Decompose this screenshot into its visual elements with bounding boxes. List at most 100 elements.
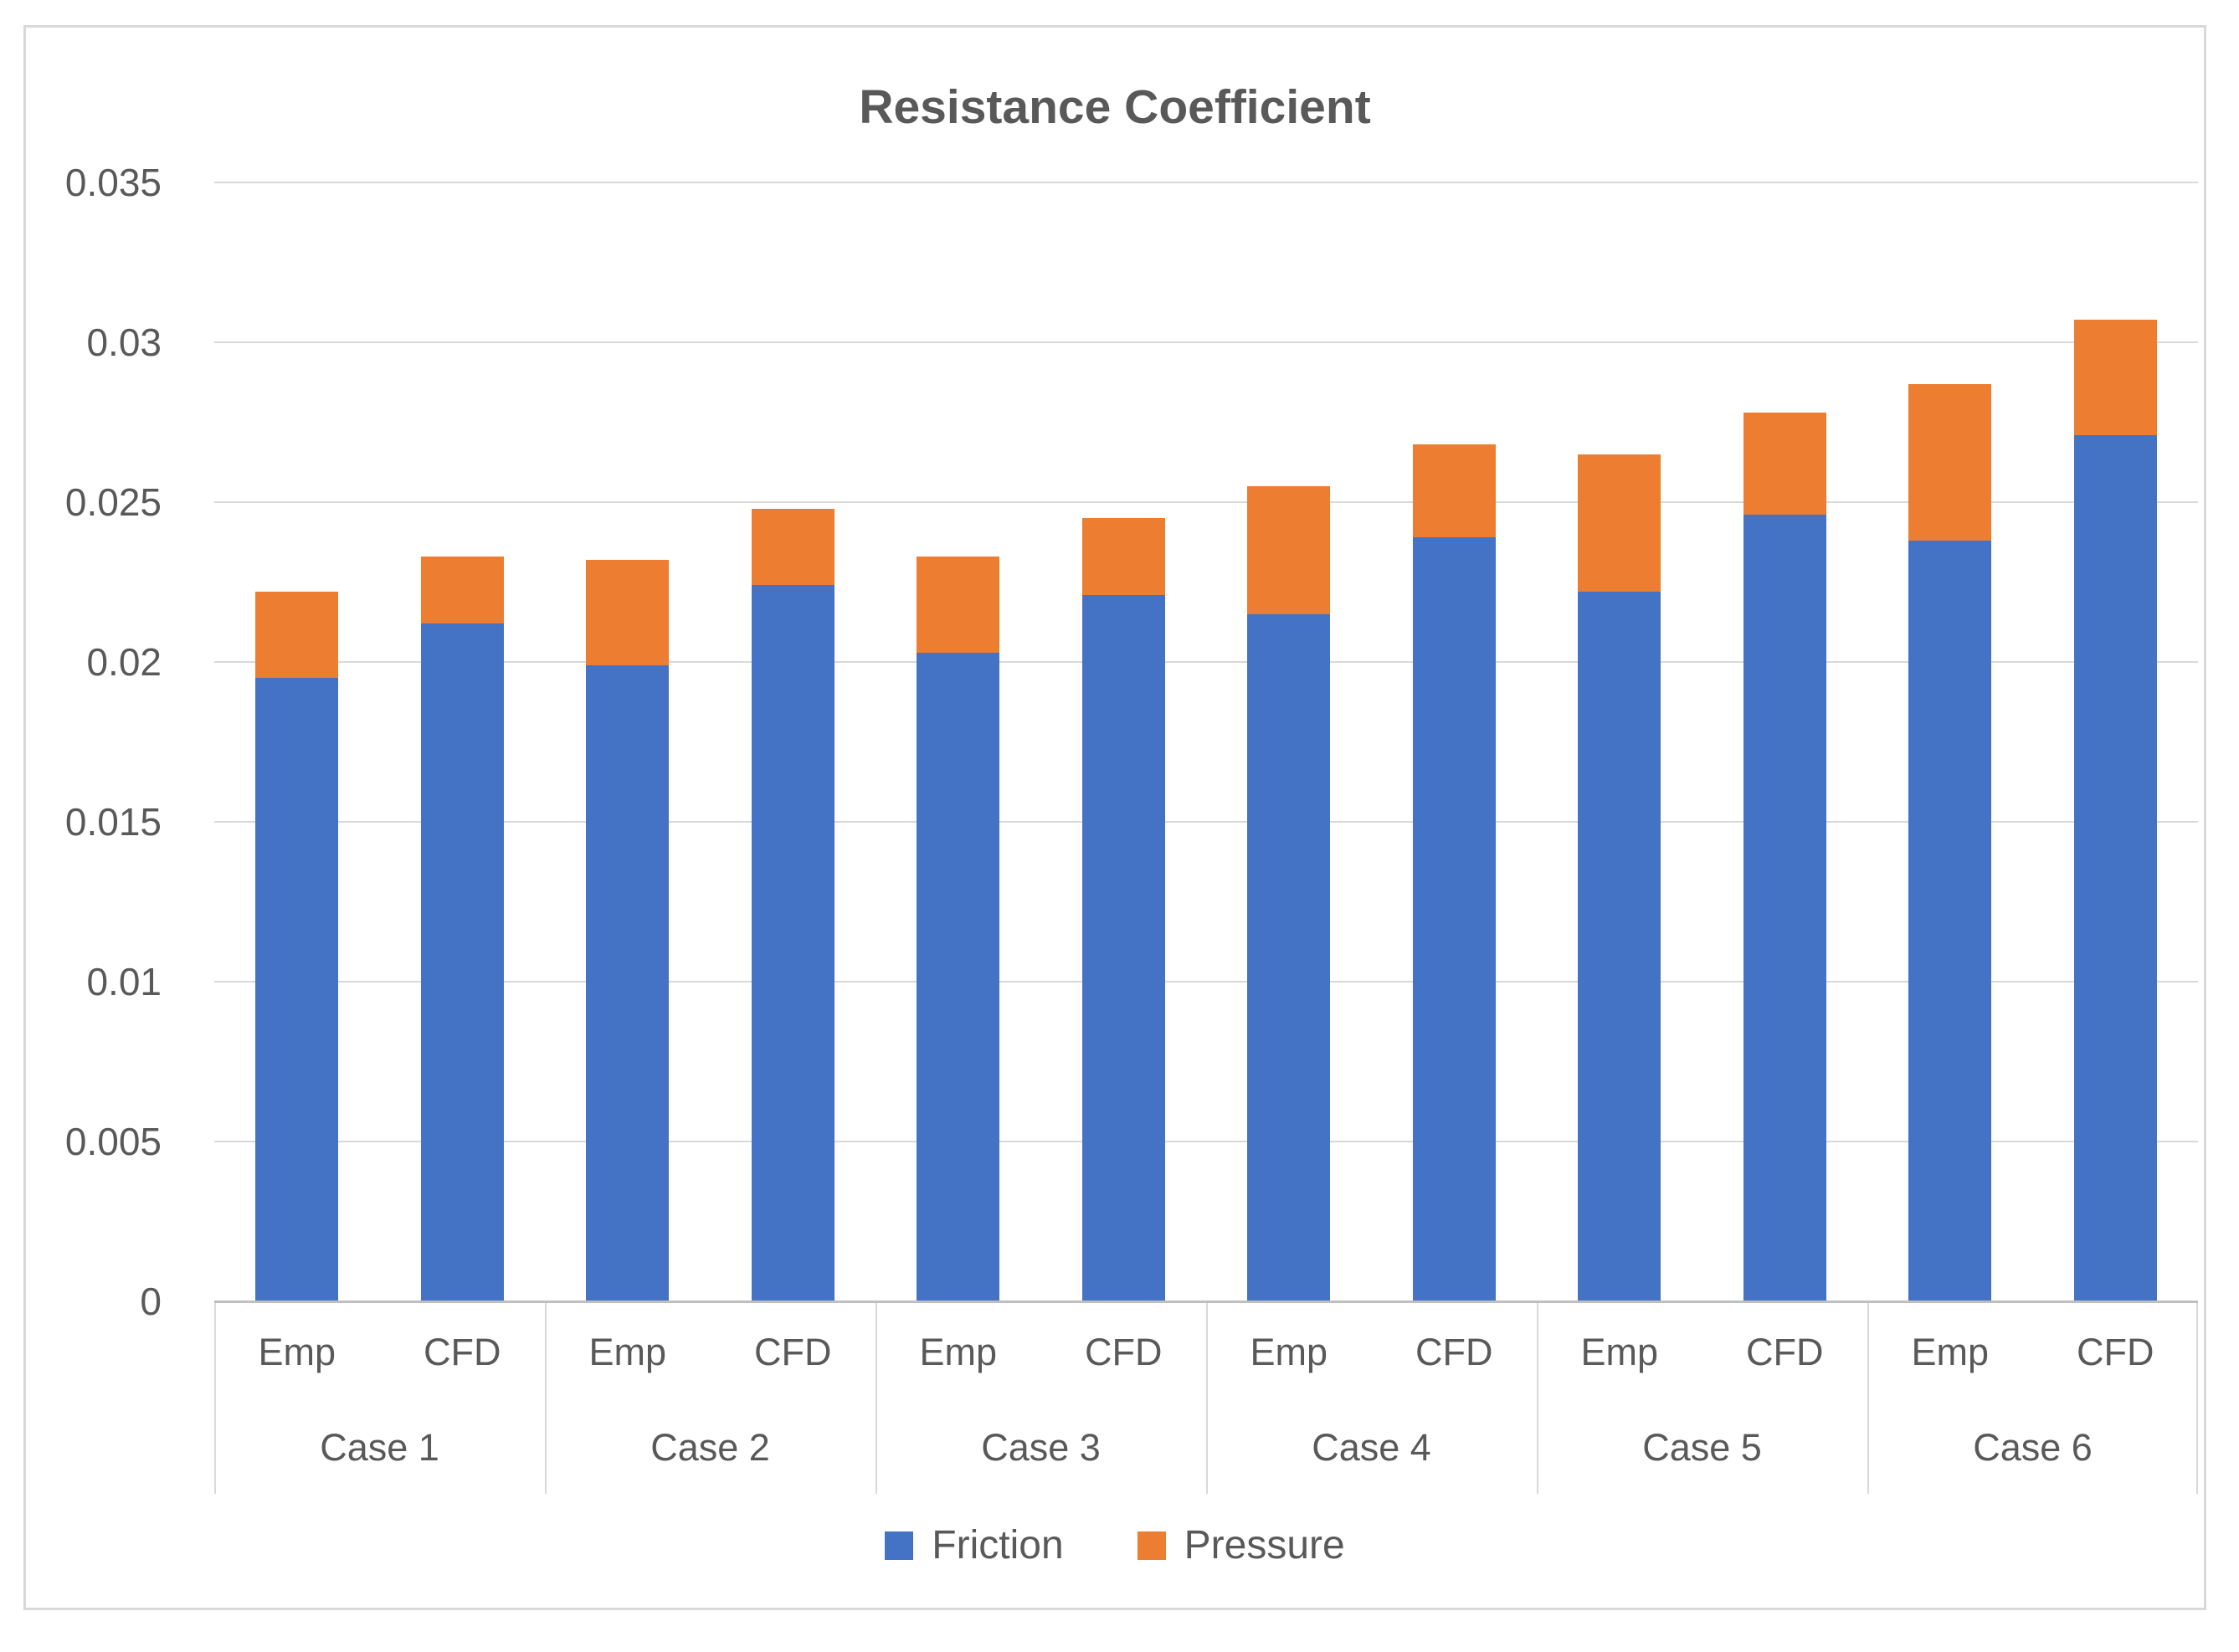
category-separator-6 <box>2196 1303 2198 1494</box>
bar-case-5-cfd-friction-segment <box>1743 515 1826 1301</box>
bar-slot-case-3-cfd <box>1041 182 1207 1301</box>
chart-canvas: Resistance Coefficient 0.035 0.03 0.025 0.0… <box>23 25 2206 1610</box>
xlabel-cfd-case-4: CFD <box>1415 1331 1493 1373</box>
xlabel-case-2: Case 2 <box>650 1426 770 1469</box>
bar-case-5-emp-pressure-segment <box>1578 454 1661 592</box>
bars-row <box>214 182 2198 1301</box>
bar-case-3-cfd <box>1081 518 1165 1301</box>
xlabel-case-1: Case 1 <box>320 1426 439 1469</box>
bar-case-4-emp-friction-segment <box>1247 613 1331 1301</box>
category-separator-0 <box>214 1303 216 1494</box>
bar-case-6-emp-friction-segment <box>1908 540 1992 1301</box>
category-axis: Emp CFD Emp CFD Emp CFD Emp CFD Emp CFD Emp CFD Cas… <box>214 1303 2198 1494</box>
category-separator-4 <box>1537 1303 1538 1494</box>
bar-case-1-emp-pressure-segment <box>255 591 339 679</box>
bar-case-2-cfd-friction-segment <box>751 585 834 1301</box>
bar-slot-case-1-emp <box>214 182 380 1301</box>
ytick-label-0.035: 0.035 <box>64 161 162 204</box>
xlabel-cfd-case-5: CFD <box>1746 1331 1824 1373</box>
xlabel-emp-case-6: Emp <box>1911 1331 1990 1373</box>
bar-case-6-cfd <box>2073 320 2157 1301</box>
xlabel-cfd-case-3: CFD <box>1085 1331 1163 1373</box>
bar-case-3-cfd-pressure-segment <box>1081 518 1165 595</box>
bar-case-3-emp-friction-segment <box>917 652 1000 1301</box>
bar-case-2-emp-friction-segment <box>586 664 670 1301</box>
chart-title: Resistance Coefficient <box>859 80 1371 134</box>
bar-case-5-cfd <box>1743 413 1826 1301</box>
bar-case-1-cfd <box>420 556 504 1301</box>
ytick-label-0.025: 0.025 <box>64 480 162 524</box>
bar-slot-case-6-cfd <box>2033 182 2199 1301</box>
legend-item-pressure: Pressure <box>1137 1526 1345 1566</box>
xlabel-emp-case-1: Emp <box>258 1331 336 1373</box>
xlabel-emp-case-2: Emp <box>588 1331 667 1373</box>
bar-case-1-emp <box>255 591 339 1301</box>
bar-case-1-cfd-pressure-segment <box>420 556 504 624</box>
ytick-label-0.005: 0.005 <box>64 1120 162 1163</box>
bar-case-4-cfd-pressure-segment <box>1412 444 1496 538</box>
legend-label-friction: Friction <box>932 1523 1064 1567</box>
bar-case-6-emp-pressure-segment <box>1908 383 1992 541</box>
bar-case-3-emp-pressure-segment <box>917 556 1000 653</box>
xlabel-emp-case-3: Emp <box>919 1331 998 1373</box>
bar-case-1-emp-friction-segment <box>255 678 339 1301</box>
gridline-0.015 <box>214 821 2198 823</box>
ytick-label-0: 0 <box>140 1280 162 1323</box>
bar-slot-case-6-emp <box>1867 182 2033 1301</box>
category-separator-3 <box>1206 1303 1208 1494</box>
xlabel-cfd-case-6: CFD <box>2077 1331 2154 1373</box>
xlabel-case-5: Case 5 <box>1642 1426 1762 1469</box>
subcategory-label-row: Emp CFD Emp CFD Emp CFD Emp CFD Emp CFD Emp CFD <box>214 1303 2198 1402</box>
bar-case-4-emp <box>1247 485 1331 1301</box>
pressure-swatch-icon <box>1137 1531 1166 1560</box>
bar-case-5-cfd-pressure-segment <box>1743 413 1826 516</box>
ytick-label-0.03: 0.03 <box>86 321 162 364</box>
bar-case-4-cfd-friction-segment <box>1412 537 1496 1301</box>
category-separator-5 <box>1867 1303 1869 1494</box>
ytick-label-0.015: 0.015 <box>64 800 162 844</box>
category-separator-2 <box>876 1303 877 1494</box>
bar-case-5-emp-friction-segment <box>1578 591 1661 1301</box>
bar-slot-case-2-cfd <box>711 182 876 1301</box>
legend: Friction Pressure <box>26 1526 2204 1566</box>
bar-slot-case-5-emp <box>1537 182 1702 1301</box>
bar-case-2-emp-pressure-segment <box>586 559 670 665</box>
ytick-label-0.02: 0.02 <box>86 640 162 684</box>
bar-slot-case-5-cfd <box>1702 182 1868 1301</box>
bar-case-6-cfd-friction-segment <box>2073 434 2157 1301</box>
legend-item-friction: Friction <box>885 1523 1064 1567</box>
bar-case-4-cfd <box>1412 444 1496 1301</box>
gridline-0.025 <box>214 501 2198 503</box>
gridline-0.035 <box>214 182 2198 183</box>
bar-case-5-emp <box>1578 454 1661 1301</box>
bar-case-3-cfd-friction-segment <box>1081 594 1165 1301</box>
xlabel-emp-case-5: Emp <box>1580 1331 1659 1373</box>
xlabel-case-6: Case 6 <box>1973 1426 2093 1469</box>
gridline-0.005 <box>214 1141 2198 1142</box>
gridline-0.01 <box>214 981 2198 982</box>
ytick-label-0.01: 0.01 <box>86 960 162 1003</box>
xlabel-emp-case-4: Emp <box>1250 1331 1328 1373</box>
bar-case-3-emp <box>917 556 1000 1301</box>
bar-slot-case-2-emp <box>545 182 711 1301</box>
xlabel-cfd-case-2: CFD <box>754 1331 832 1373</box>
bar-slot-case-4-cfd <box>1372 182 1538 1301</box>
plot-area <box>214 182 2198 1301</box>
bar-case-2-emp <box>586 559 670 1301</box>
bar-case-4-emp-pressure-segment <box>1247 485 1331 614</box>
bar-case-2-cfd-pressure-segment <box>751 508 834 586</box>
group-label-row: Case 1 Case 2 Case 3 Case 4 Case 5 Case 6 <box>214 1402 2198 1494</box>
xlabel-case-4: Case 4 <box>1312 1426 1431 1469</box>
bar-case-2-cfd <box>751 508 834 1301</box>
xlabel-cfd-case-1: CFD <box>424 1331 501 1373</box>
category-separator-1 <box>545 1303 547 1494</box>
bar-slot-case-3-emp <box>876 182 1041 1301</box>
category-axis-line <box>214 1301 2198 1303</box>
bar-slot-case-4-emp <box>1206 182 1372 1301</box>
bar-case-6-emp <box>1908 383 1992 1301</box>
bar-case-1-cfd-friction-segment <box>420 623 504 1301</box>
bar-slot-case-1-cfd <box>380 182 546 1301</box>
gridline-0.02 <box>214 661 2198 663</box>
friction-swatch-icon <box>885 1531 914 1560</box>
